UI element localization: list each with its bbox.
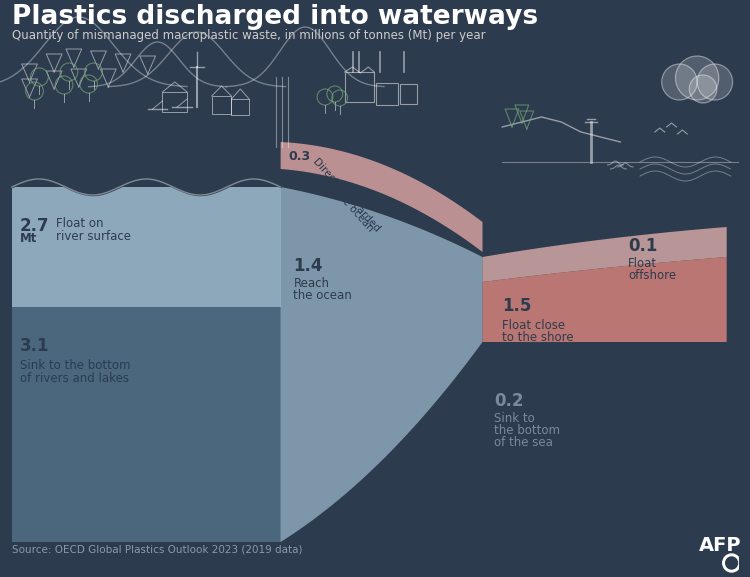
Text: Sink to the bottom: Sink to the bottom bbox=[20, 359, 130, 372]
Text: Reach: Reach bbox=[293, 277, 329, 290]
Text: 1.5: 1.5 bbox=[503, 297, 532, 315]
Text: Mt: Mt bbox=[20, 232, 37, 245]
Circle shape bbox=[726, 557, 737, 569]
Text: Sink to: Sink to bbox=[494, 412, 535, 425]
Text: Plastics discharged into waterways: Plastics discharged into waterways bbox=[12, 4, 538, 30]
Polygon shape bbox=[280, 187, 482, 542]
Polygon shape bbox=[12, 307, 280, 542]
Text: AFP: AFP bbox=[699, 536, 742, 555]
Text: in the ocean: in the ocean bbox=[325, 179, 376, 234]
Polygon shape bbox=[482, 257, 727, 342]
Text: 0.1: 0.1 bbox=[628, 237, 658, 255]
Bar bbox=[345, 72, 374, 102]
Text: to the shore: to the shore bbox=[503, 331, 574, 344]
Text: 0.3: 0.3 bbox=[289, 150, 310, 163]
Text: 3.1: 3.1 bbox=[20, 337, 50, 355]
Circle shape bbox=[698, 64, 733, 100]
Polygon shape bbox=[12, 187, 280, 307]
Text: 2.7: 2.7 bbox=[20, 217, 50, 235]
Text: of rivers and lakes: of rivers and lakes bbox=[20, 372, 129, 385]
Polygon shape bbox=[280, 142, 482, 252]
Text: of the sea: of the sea bbox=[494, 436, 554, 449]
Polygon shape bbox=[482, 227, 727, 282]
Bar bbox=[400, 84, 418, 104]
Text: Quantity of mismanaged macroplastic waste, in millions of tonnes (Mt) per year: Quantity of mismanaged macroplastic wast… bbox=[12, 29, 485, 42]
Text: offshore: offshore bbox=[628, 269, 676, 282]
Text: the ocean: the ocean bbox=[293, 289, 352, 302]
Circle shape bbox=[676, 56, 718, 100]
Text: Source: OECD Global Plastics Outlook 2023 (2019 data): Source: OECD Global Plastics Outlook 202… bbox=[12, 545, 302, 555]
Text: Float: Float bbox=[628, 257, 657, 270]
Text: river surface: river surface bbox=[56, 230, 131, 243]
Bar bbox=[211, 96, 232, 114]
Text: 0.2: 0.2 bbox=[494, 392, 524, 410]
Bar bbox=[232, 99, 249, 115]
Circle shape bbox=[723, 554, 740, 572]
Circle shape bbox=[662, 64, 698, 100]
Circle shape bbox=[689, 75, 717, 103]
Text: Float close: Float close bbox=[503, 319, 566, 332]
Text: the bottom: the bottom bbox=[494, 424, 560, 437]
Text: 1.4: 1.4 bbox=[293, 257, 323, 275]
Text: Directly discarded: Directly discarded bbox=[311, 156, 382, 233]
Bar bbox=[376, 83, 398, 105]
Text: Float on: Float on bbox=[56, 217, 104, 230]
Bar bbox=[163, 92, 187, 112]
